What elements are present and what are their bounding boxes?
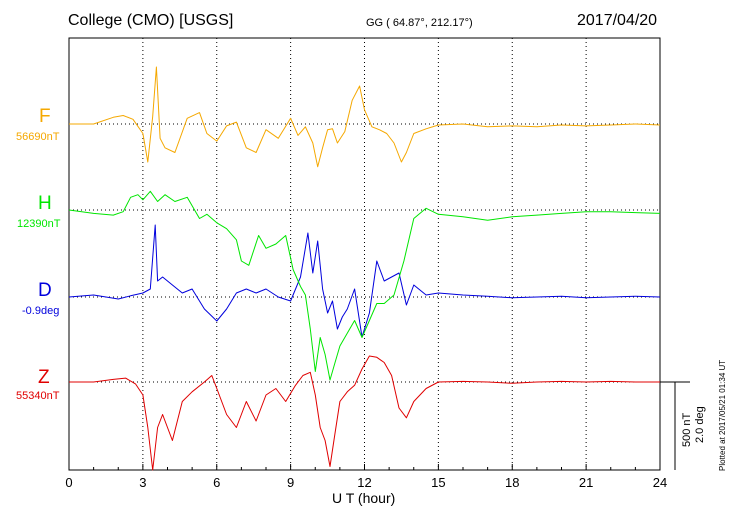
scale-bar <box>660 381 690 470</box>
x-tick-label: 6 <box>213 475 220 490</box>
x-tick-label: 18 <box>505 475 519 490</box>
date-label: 2017/04/20 <box>577 12 658 29</box>
series-layer <box>68 66 661 471</box>
channel-baseline-d: -0.9deg <box>22 305 60 317</box>
grid <box>69 38 660 470</box>
series-line-z <box>69 355 660 471</box>
scale-label-deg: 2.0 deg <box>694 406 706 443</box>
channel-letter-h: H <box>38 193 52 214</box>
coordinates-label: GG ( 64.87°, 212.17°) <box>366 17 473 29</box>
station-title: College (CMO) [USGS] <box>68 12 234 29</box>
x-tick-label: 3 <box>139 475 146 490</box>
x-tick-label: 12 <box>357 475 371 490</box>
plotted-timestamp: Plotted at 2017/05/21 01:34 UT <box>718 359 727 471</box>
series-line-d <box>68 224 661 338</box>
x-axis-label: U T (hour) <box>332 490 396 506</box>
x-ticks: 0 3 6 9 12 15 18 21 24 <box>65 464 667 490</box>
x-tick-label: 9 <box>287 475 294 490</box>
x-tick-label: 15 <box>431 475 445 490</box>
channel-baseline-f: 56690nT <box>16 131 60 143</box>
channel-letter-d: D <box>38 280 52 301</box>
series-line-h <box>68 190 661 381</box>
channel-letter-z: Z <box>38 367 50 388</box>
series-line-f <box>69 66 661 168</box>
channel-letter-f: F <box>39 106 51 127</box>
x-tick-label: 21 <box>579 475 593 490</box>
scale-label-nt: 500 nT <box>681 412 693 447</box>
channel-baseline-h: 12390nT <box>17 218 61 230</box>
channel-baseline-z: 55340nT <box>16 390 60 402</box>
x-tick-label: 24 <box>653 475 667 490</box>
x-tick-label: 0 <box>65 475 72 490</box>
